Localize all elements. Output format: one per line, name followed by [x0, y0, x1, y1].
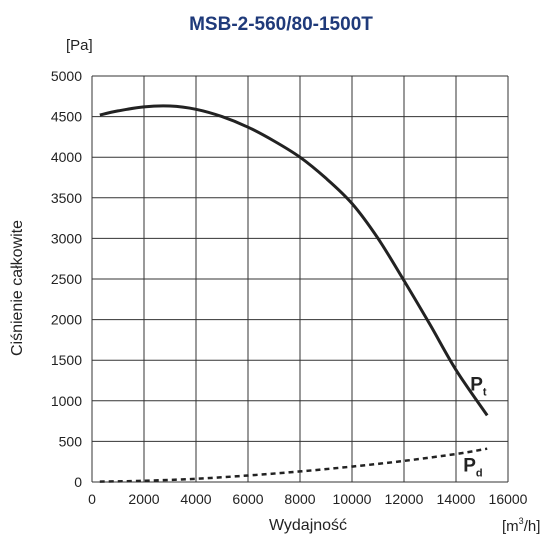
x-tick-label: 2000: [128, 491, 159, 507]
x-tick-label: 16000: [489, 491, 528, 507]
x-tick-label: 4000: [180, 491, 211, 507]
y-tick-label: 1000: [51, 393, 82, 409]
y-tick-label: 0: [74, 474, 82, 490]
x-unit-label: [m3/h]: [502, 516, 540, 535]
x-unit-superscript: 3: [519, 516, 524, 526]
series-label-main: P: [470, 374, 483, 395]
x-tick-label: 8000: [284, 491, 315, 507]
series-label-sub: t: [483, 386, 487, 398]
y-tick-label: 500: [59, 433, 83, 449]
x-tick-label: 14000: [437, 491, 476, 507]
x-unit-tail: /h]: [524, 518, 541, 535]
x-tick-label: 10000: [333, 491, 372, 507]
y-tick-label: 2500: [51, 271, 82, 287]
x-tick-label: 0: [88, 491, 96, 507]
y-tick-label: 5000: [51, 68, 82, 84]
y-tick-label: 4500: [51, 109, 82, 125]
series-label-main: P: [463, 456, 476, 477]
x-axis-label: Wydajność: [269, 517, 347, 534]
y-tick-label: 3000: [51, 230, 82, 246]
y-tick-label: 1500: [51, 352, 82, 368]
x-tick-label: 6000: [232, 491, 263, 507]
x-tick-label: 12000: [385, 491, 424, 507]
series-label-pd: Pd: [463, 456, 482, 480]
chart-title: MSB-2-560/80-1500T: [189, 14, 373, 35]
series-label-sub: d: [476, 468, 483, 480]
y-unit-label: [Pa]: [66, 37, 93, 54]
y-tick-label: 3500: [51, 190, 82, 206]
x-unit-base: [m: [502, 518, 519, 535]
series-label-pt: Pt: [470, 374, 487, 398]
y-axis-label: Ciśnienie całkowite: [9, 220, 26, 356]
plot-area: 0 2000 4000 6000 8000 10000 12000 14000 16000 0 50…: [51, 68, 528, 507]
series-line-pt: [99, 104, 489, 417]
y-tick-label: 2000: [51, 312, 82, 328]
series-line-pd: [99, 447, 488, 483]
y-tick-label: 4000: [51, 149, 82, 165]
